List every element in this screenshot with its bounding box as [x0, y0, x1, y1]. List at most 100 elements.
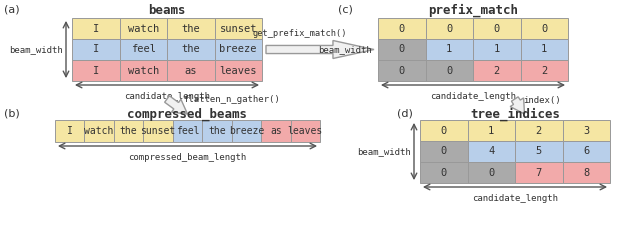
Text: I: I: [93, 65, 99, 75]
Text: watch: watch: [84, 126, 114, 136]
Text: leaves: leaves: [220, 65, 257, 75]
Bar: [72, 39, 120, 60]
Text: index(): index(): [524, 95, 561, 104]
Bar: [55, 120, 84, 142]
Bar: [378, 39, 426, 60]
Text: feel: feel: [176, 126, 199, 136]
Bar: [291, 120, 320, 142]
Text: 8: 8: [583, 168, 589, 178]
Text: as: as: [270, 126, 282, 136]
Text: beam_width: beam_width: [9, 45, 63, 54]
Text: sunset: sunset: [220, 24, 257, 34]
Text: watch: watch: [127, 65, 159, 75]
Bar: [515, 162, 563, 183]
Text: (c): (c): [338, 4, 353, 14]
Bar: [378, 18, 426, 39]
Text: candidate_length: candidate_length: [124, 92, 210, 101]
Text: compressed_beam_length: compressed_beam_length: [129, 153, 246, 162]
Bar: [167, 18, 214, 39]
Bar: [120, 18, 167, 39]
Text: the: the: [120, 126, 138, 136]
Bar: [473, 18, 520, 39]
Bar: [467, 120, 515, 141]
Text: feel: feel: [131, 45, 156, 55]
Bar: [232, 120, 261, 142]
Text: 0: 0: [446, 65, 452, 75]
Text: 2: 2: [541, 65, 547, 75]
Text: the: the: [208, 126, 226, 136]
Bar: [563, 162, 610, 183]
Bar: [520, 60, 568, 81]
Bar: [378, 60, 426, 81]
Text: beam_width: beam_width: [357, 147, 411, 156]
Text: 1: 1: [541, 45, 547, 55]
Bar: [420, 141, 467, 162]
Polygon shape: [266, 40, 374, 59]
Bar: [420, 120, 467, 141]
Bar: [515, 141, 563, 162]
Text: 0: 0: [399, 65, 405, 75]
Text: 0: 0: [399, 24, 405, 34]
Bar: [167, 39, 214, 60]
Text: the: the: [181, 45, 200, 55]
Bar: [563, 120, 610, 141]
Bar: [426, 39, 473, 60]
Bar: [520, 39, 568, 60]
Text: watch: watch: [127, 24, 159, 34]
Bar: [473, 60, 520, 81]
Bar: [214, 18, 262, 39]
Bar: [120, 60, 167, 81]
Text: 0: 0: [440, 147, 447, 157]
Bar: [515, 120, 563, 141]
Text: tree_indices: tree_indices: [470, 108, 560, 121]
Text: I: I: [93, 24, 99, 34]
Text: 0: 0: [493, 24, 500, 34]
Text: 0: 0: [488, 168, 494, 178]
Polygon shape: [164, 96, 188, 114]
Text: compressed_beams: compressed_beams: [127, 108, 248, 121]
Bar: [173, 120, 202, 142]
Bar: [420, 162, 467, 183]
Text: 0: 0: [440, 125, 447, 135]
Bar: [72, 60, 120, 81]
Bar: [426, 18, 473, 39]
Text: (d): (d): [397, 108, 413, 118]
Bar: [467, 162, 515, 183]
Text: breeze: breeze: [220, 45, 257, 55]
Bar: [114, 120, 143, 142]
Bar: [120, 39, 167, 60]
Text: 7: 7: [536, 168, 542, 178]
Text: sunset: sunset: [140, 126, 176, 136]
Text: 0: 0: [541, 24, 547, 34]
Bar: [214, 39, 262, 60]
Polygon shape: [510, 97, 525, 114]
Bar: [84, 120, 114, 142]
Bar: [202, 120, 232, 142]
Text: 1: 1: [493, 45, 500, 55]
Text: (b): (b): [4, 108, 20, 118]
Text: 4: 4: [488, 147, 494, 157]
Text: prefix_match: prefix_match: [428, 4, 518, 17]
Text: 0: 0: [440, 168, 447, 178]
Text: beams: beams: [148, 4, 186, 17]
Bar: [473, 39, 520, 60]
Text: the: the: [181, 24, 200, 34]
Text: 2: 2: [493, 65, 500, 75]
Bar: [563, 141, 610, 162]
Text: (a): (a): [4, 4, 20, 14]
Text: leaves: leaves: [287, 126, 323, 136]
Text: as: as: [184, 65, 197, 75]
Bar: [426, 60, 473, 81]
Text: 0: 0: [399, 45, 405, 55]
Text: beam_width: beam_width: [318, 45, 372, 54]
Text: I: I: [67, 126, 73, 136]
Text: 1: 1: [488, 125, 494, 135]
Bar: [143, 120, 173, 142]
Bar: [261, 120, 291, 142]
Text: flatten_n_gather(): flatten_n_gather(): [183, 95, 280, 104]
Text: candidate_length: candidate_length: [430, 92, 516, 101]
Text: 0: 0: [446, 24, 452, 34]
Text: 2: 2: [536, 125, 542, 135]
Text: 3: 3: [583, 125, 589, 135]
Bar: [520, 18, 568, 39]
